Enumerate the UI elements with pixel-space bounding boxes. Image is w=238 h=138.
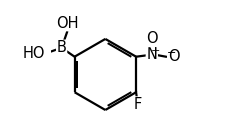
Text: OH: OH — [56, 16, 78, 31]
Text: N: N — [146, 47, 157, 62]
Text: O: O — [168, 49, 179, 64]
Text: O: O — [146, 31, 158, 47]
Text: B: B — [57, 40, 67, 55]
Text: −: − — [166, 48, 176, 58]
Text: F: F — [133, 97, 142, 112]
Text: +: + — [151, 46, 160, 56]
Text: HO: HO — [23, 46, 45, 61]
